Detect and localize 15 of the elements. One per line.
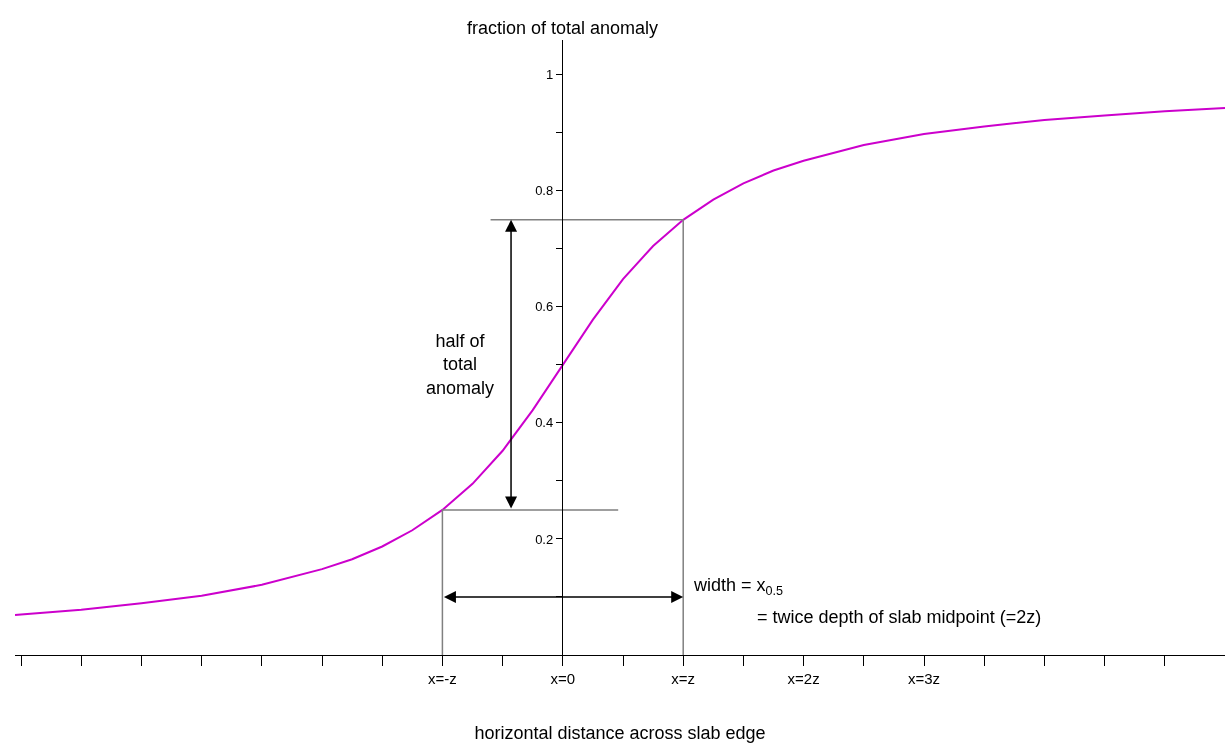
y-tick-label: 0.4 (535, 415, 554, 431)
y-tick-label: 0.2 (535, 531, 554, 547)
x-tick-label: x=z (671, 670, 696, 687)
annotation: half of total anomaly (426, 331, 495, 398)
x-tick-label: x=3z (907, 670, 941, 687)
x-axis-title: horizontal distance across slab edge (474, 723, 766, 744)
x-tick-label: x=2z (787, 670, 820, 687)
annotation: width = x$_{0.5}$ (693, 575, 784, 598)
x-tick-label: x=0 (550, 670, 576, 687)
annotation: = twice depth of slab midpoint (=2z) (757, 607, 1042, 627)
y-tick-label: 0.8 (535, 183, 554, 199)
y-axis-title: fraction of total anomaly (467, 18, 659, 38)
y-tick-label: 0.6 (535, 299, 554, 315)
x-tick-label: x=-z (428, 670, 457, 687)
y-tick-label: 1 (545, 67, 554, 83)
